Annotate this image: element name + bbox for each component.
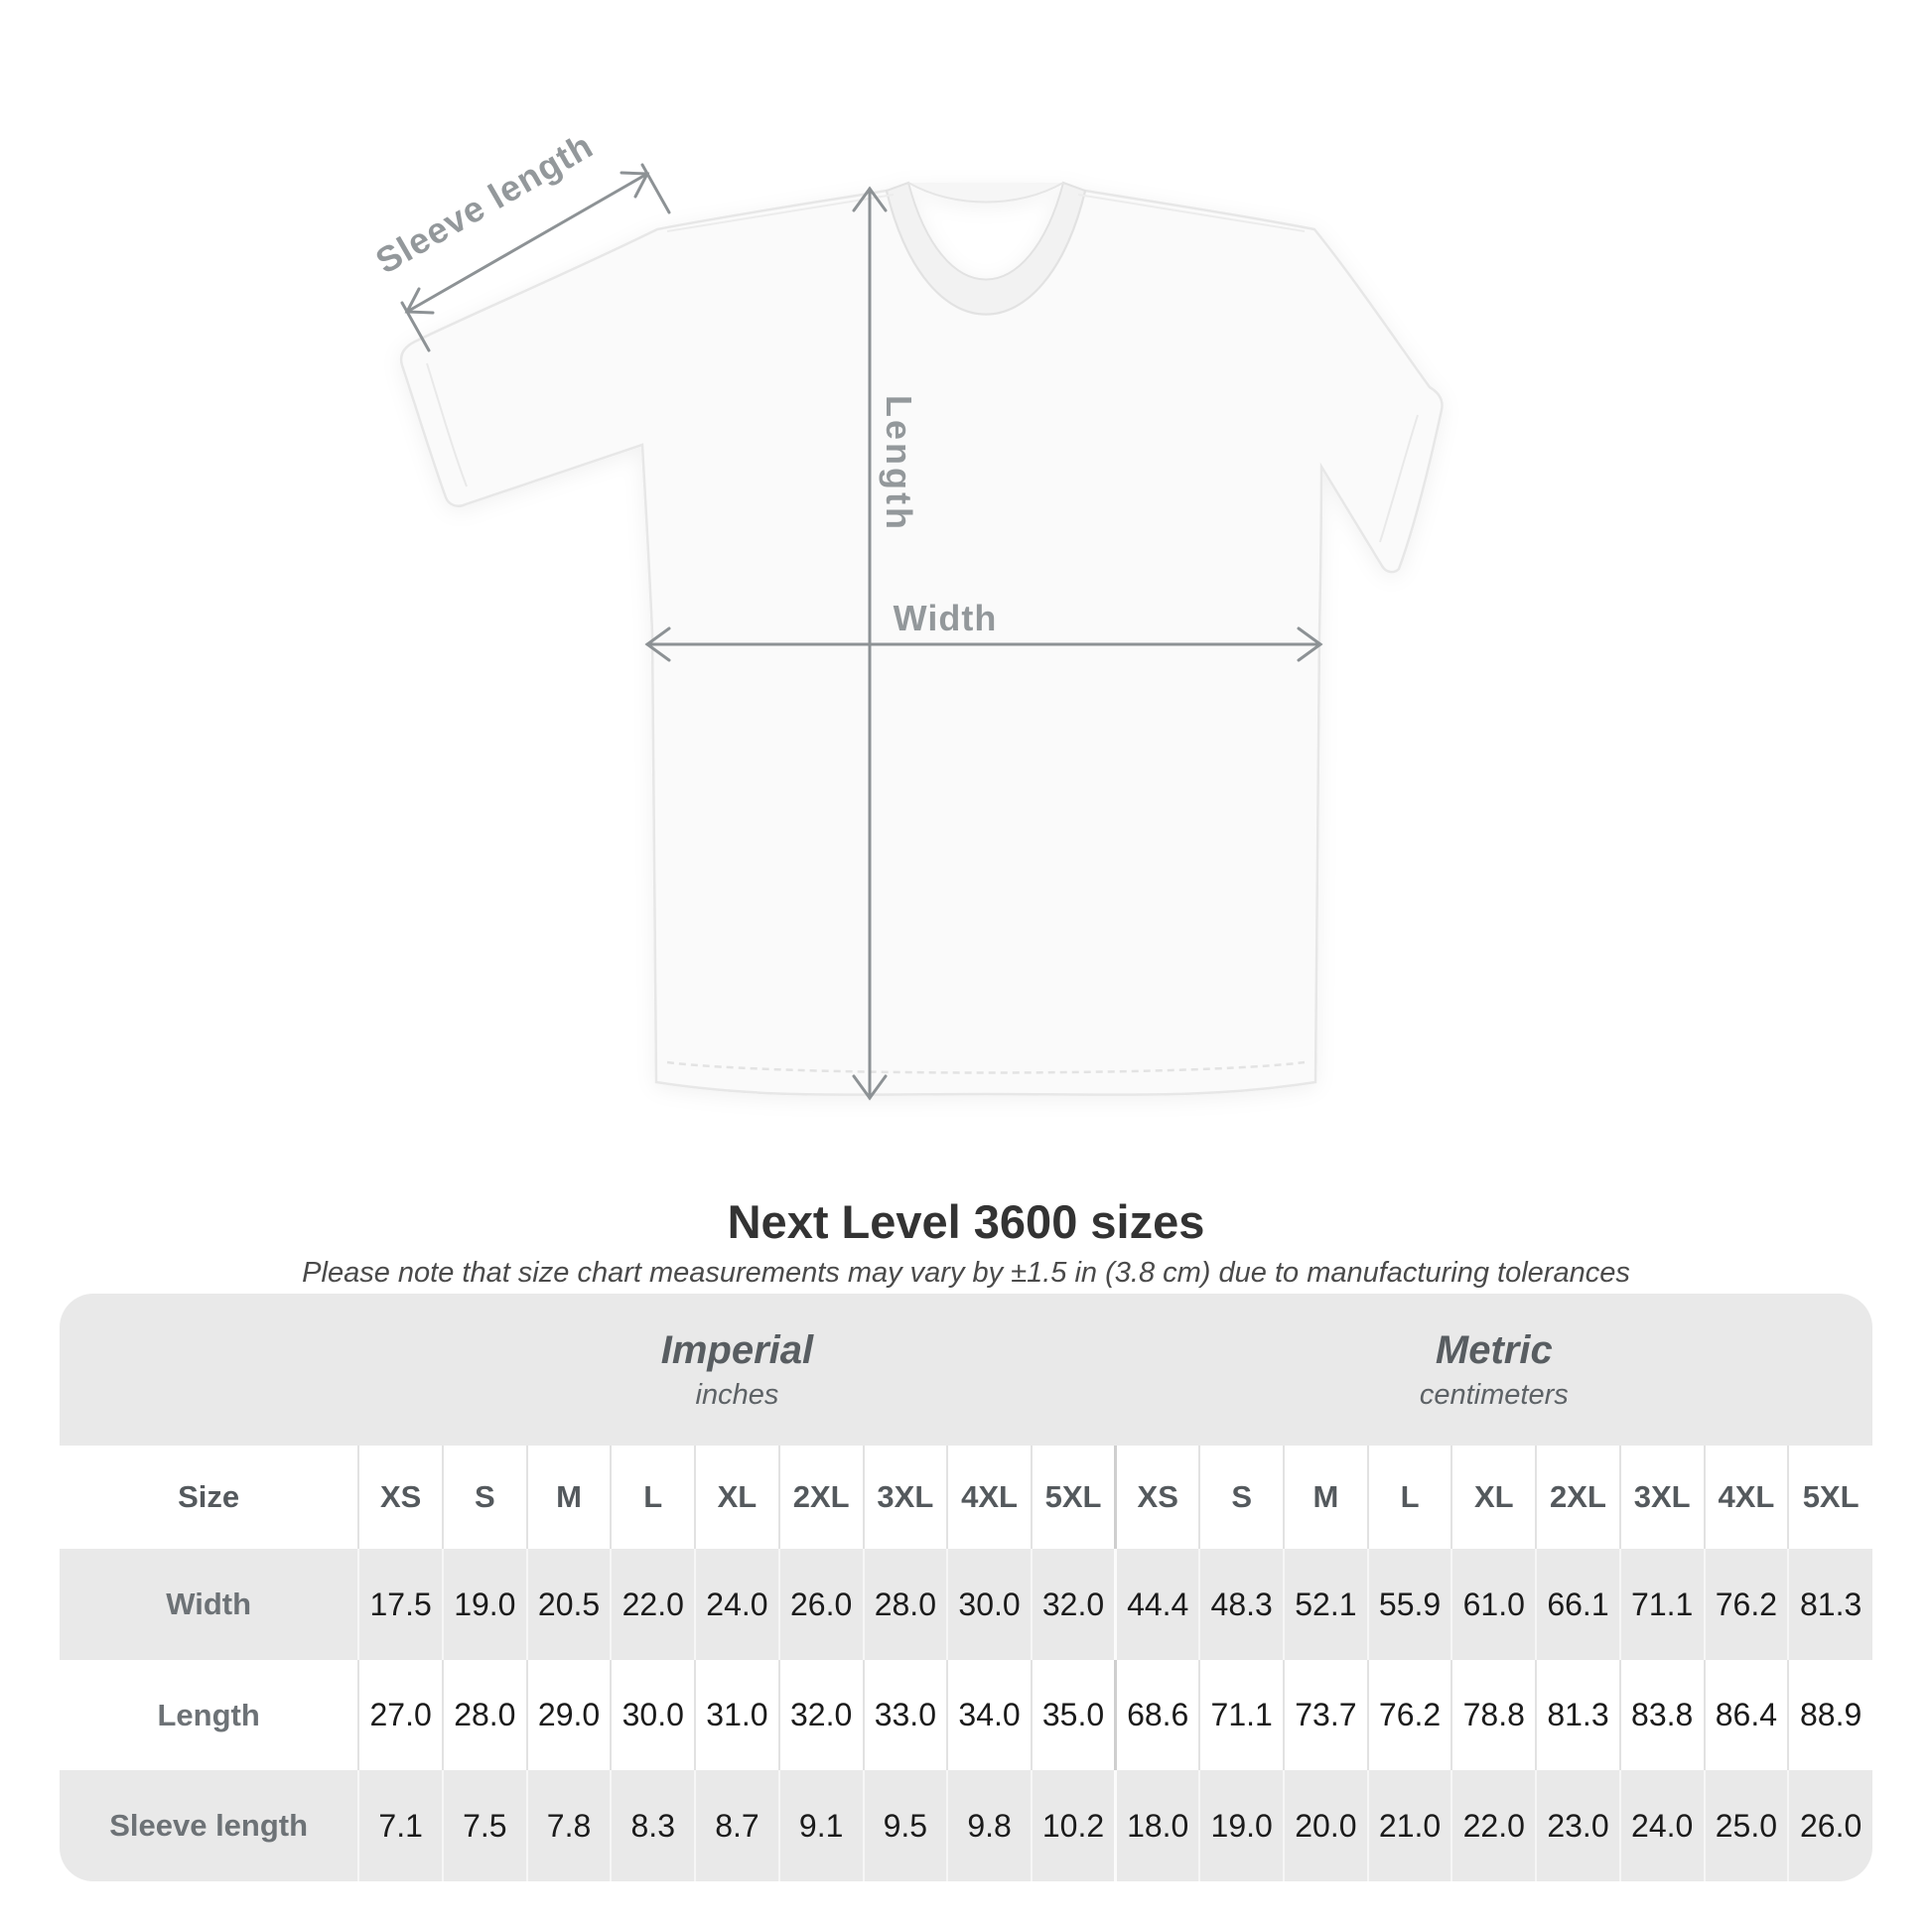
value-cell: 88.9 (1787, 1659, 1872, 1771)
value-cell: 32.0 (1030, 1549, 1116, 1660)
size-header-cell: 4XL (1703, 1445, 1789, 1550)
tolerance-note: Please note that size chart measurements… (302, 1257, 1630, 1289)
value-cell: 22.0 (610, 1549, 696, 1660)
size-header-cell: S (1198, 1445, 1285, 1550)
size-header-cell: L (1366, 1445, 1452, 1550)
value-cell: 27.0 (357, 1659, 443, 1771)
measurement-arrows (400, 163, 1323, 1101)
value-cell: 17.5 (357, 1549, 443, 1660)
value-cell: 86.4 (1703, 1659, 1789, 1771)
corner-cell (60, 1294, 359, 1446)
value-cell: 24.0 (1618, 1770, 1705, 1881)
imperial-header: Imperial inches (358, 1294, 1116, 1446)
value-cell: 78.8 (1450, 1659, 1537, 1771)
unit-header-row: Imperial inches Metric centimeters (60, 1294, 1872, 1446)
size-header-cell: M (525, 1445, 612, 1550)
table-row-length: Length 27.0 28.0 29.0 30.0 31.0 32.0 33.… (60, 1659, 1872, 1771)
size-header-row: Size XS S M L XL 2XL 3XL 4XL 5XL XS S M … (60, 1445, 1872, 1550)
size-header-cell: XL (1450, 1445, 1537, 1550)
value-cell: 28.0 (862, 1549, 948, 1660)
width-label: Width (893, 598, 998, 638)
row-label: Sleeve length (60, 1770, 359, 1881)
value-cell: 22.0 (1450, 1770, 1537, 1881)
size-table-grid: Imperial inches Metric centimeters Size … (60, 1294, 1872, 1881)
value-cell: 71.1 (1198, 1659, 1285, 1771)
size-header-cell: 3XL (1618, 1445, 1705, 1550)
value-cell: 76.2 (1703, 1549, 1789, 1660)
size-col-header: Size (60, 1445, 359, 1550)
size-header-cell: 2XL (1535, 1445, 1620, 1550)
size-header-cell: S (441, 1445, 527, 1550)
value-cell: 7.1 (357, 1770, 443, 1881)
size-header-cell: 5XL (1030, 1445, 1116, 1550)
tshirt-measurement-diagram: Sleeve length Length Width (368, 125, 1444, 1101)
value-cell: 33.0 (862, 1659, 948, 1771)
size-header-cell: M (1283, 1445, 1368, 1550)
value-cell: 66.1 (1535, 1549, 1620, 1660)
size-header-cell: 4XL (946, 1445, 1032, 1550)
value-cell: 71.1 (1618, 1549, 1705, 1660)
size-header-cell: XL (694, 1445, 779, 1550)
value-cell: 19.0 (441, 1549, 527, 1660)
size-header-cell: 2XL (777, 1445, 864, 1550)
value-cell: 61.0 (1450, 1549, 1537, 1660)
value-cell: 31.0 (694, 1659, 779, 1771)
tshirt-outline (399, 181, 1444, 1096)
value-cell: 83.8 (1618, 1659, 1705, 1771)
value-cell: 73.7 (1283, 1659, 1368, 1771)
value-cell: 9.1 (777, 1770, 864, 1881)
value-cell: 20.5 (525, 1549, 612, 1660)
row-label: Length (60, 1659, 359, 1771)
value-cell: 8.3 (610, 1770, 696, 1881)
value-cell: 23.0 (1535, 1770, 1620, 1881)
size-header-cell: XS (1114, 1445, 1200, 1550)
value-cell: 35.0 (1030, 1659, 1116, 1771)
size-header-cell: L (610, 1445, 696, 1550)
value-cell: 26.0 (777, 1549, 864, 1660)
value-cell: 29.0 (525, 1659, 612, 1771)
value-cell: 68.6 (1114, 1659, 1200, 1771)
value-cell: 24.0 (694, 1549, 779, 1660)
value-cell: 10.2 (1030, 1770, 1116, 1881)
value-cell: 21.0 (1366, 1770, 1452, 1881)
value-cell: 81.3 (1535, 1659, 1620, 1771)
row-label: Width (60, 1549, 359, 1660)
value-cell: 9.5 (862, 1770, 948, 1881)
size-header-cell: XS (357, 1445, 443, 1550)
tshirt-illustration (399, 163, 1444, 1101)
value-cell: 19.0 (1198, 1770, 1285, 1881)
value-cell: 55.9 (1366, 1549, 1452, 1660)
value-cell: 48.3 (1198, 1549, 1285, 1660)
value-cell: 28.0 (441, 1659, 527, 1771)
metric-header: Metric centimeters (1115, 1294, 1872, 1446)
value-cell: 25.0 (1703, 1770, 1789, 1881)
value-cell: 20.0 (1283, 1770, 1368, 1881)
imperial-header-name: Imperial (660, 1327, 814, 1372)
value-cell: 26.0 (1787, 1770, 1872, 1881)
value-cell: 18.0 (1114, 1770, 1200, 1881)
table-row-width: Width 17.5 19.0 20.5 22.0 24.0 26.0 28.0… (60, 1549, 1872, 1660)
imperial-header-unit: inches (695, 1378, 779, 1411)
value-cell: 44.4 (1114, 1549, 1200, 1660)
size-header-cell: 3XL (862, 1445, 948, 1550)
length-label: Length (879, 395, 919, 532)
table-row-sleeve-length: Sleeve length 7.1 7.5 7.8 8.3 8.7 9.1 9.… (60, 1770, 1872, 1881)
page-title: Next Level 3600 sizes (727, 1195, 1205, 1248)
size-header-cell: 5XL (1787, 1445, 1872, 1550)
metric-header-name: Metric (1435, 1327, 1553, 1372)
metric-header-unit: centimeters (1419, 1378, 1569, 1411)
value-cell: 34.0 (946, 1659, 1032, 1771)
value-cell: 30.0 (610, 1659, 696, 1771)
size-table: Imperial inches Metric centimeters Size … (60, 1294, 1872, 1881)
value-cell: 30.0 (946, 1549, 1032, 1660)
value-cell: 7.5 (441, 1770, 527, 1881)
value-cell: 9.8 (946, 1770, 1032, 1881)
value-cell: 32.0 (777, 1659, 864, 1771)
value-cell: 76.2 (1366, 1659, 1452, 1771)
value-cell: 7.8 (525, 1770, 612, 1881)
value-cell: 52.1 (1283, 1549, 1368, 1660)
value-cell: 8.7 (694, 1770, 779, 1881)
value-cell: 81.3 (1787, 1549, 1872, 1660)
